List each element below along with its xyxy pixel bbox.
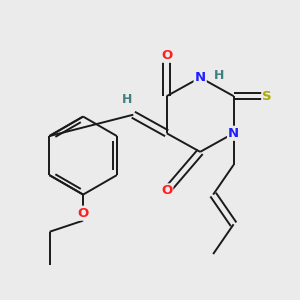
Text: H: H	[122, 93, 132, 106]
Text: O: O	[77, 207, 89, 220]
Text: O: O	[161, 49, 172, 62]
Text: S: S	[262, 90, 272, 103]
Text: N: N	[228, 127, 239, 140]
Text: N: N	[195, 71, 206, 84]
Text: O: O	[161, 184, 172, 197]
Text: H: H	[214, 69, 224, 82]
